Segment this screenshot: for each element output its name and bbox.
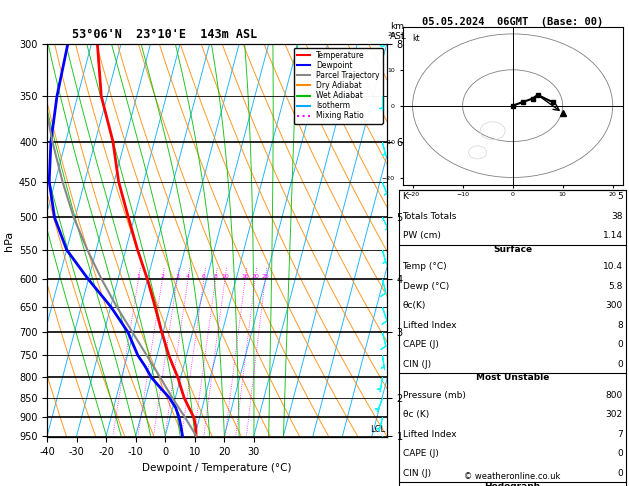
Text: Lifted Index: Lifted Index [403, 321, 456, 330]
Text: 302: 302 [606, 410, 623, 419]
Text: 7: 7 [617, 430, 623, 439]
Text: 4: 4 [186, 275, 190, 279]
Text: Most Unstable: Most Unstable [476, 373, 549, 382]
Text: 1: 1 [136, 275, 140, 279]
Text: © weatheronline.co.uk: © weatheronline.co.uk [464, 472, 561, 481]
Text: 0: 0 [617, 340, 623, 349]
Text: 0: 0 [617, 360, 623, 369]
Text: 8: 8 [214, 275, 218, 279]
Text: LCL: LCL [370, 425, 386, 434]
Text: K: K [403, 192, 408, 202]
Legend: Temperature, Dewpoint, Parcel Trajectory, Dry Adiabat, Wet Adiabat, Isotherm, Mi: Temperature, Dewpoint, Parcel Trajectory… [294, 48, 383, 123]
Text: θᴄ (K): θᴄ (K) [403, 410, 429, 419]
Text: 5: 5 [617, 192, 623, 202]
Text: Dewp (°C): Dewp (°C) [403, 282, 449, 291]
Text: 05.05.2024  06GMT  (Base: 00): 05.05.2024 06GMT (Base: 00) [422, 17, 603, 27]
Text: kt: kt [413, 34, 420, 43]
Text: CAPE (J): CAPE (J) [403, 340, 438, 349]
Text: 0: 0 [617, 449, 623, 458]
Text: θᴄ(K): θᴄ(K) [403, 301, 426, 311]
Text: 20: 20 [251, 275, 259, 279]
Text: CAPE (J): CAPE (J) [403, 449, 438, 458]
Text: Pressure (mb): Pressure (mb) [403, 391, 465, 400]
Text: CIN (J): CIN (J) [403, 360, 431, 369]
Text: 2: 2 [160, 275, 164, 279]
Text: Lifted Index: Lifted Index [403, 430, 456, 439]
X-axis label: Dewpoint / Temperature (°C): Dewpoint / Temperature (°C) [142, 463, 292, 473]
Text: 800: 800 [606, 391, 623, 400]
Text: km
ASL: km ASL [390, 22, 407, 41]
Text: 25: 25 [261, 275, 269, 279]
Text: PW (cm): PW (cm) [403, 231, 440, 241]
Text: 38: 38 [611, 212, 623, 221]
Text: 0: 0 [617, 469, 623, 478]
Text: 300: 300 [606, 301, 623, 311]
Text: 53°06'N  23°10'E  143m ASL: 53°06'N 23°10'E 143m ASL [72, 28, 258, 41]
Text: 3: 3 [175, 275, 179, 279]
Text: 6: 6 [202, 275, 206, 279]
Text: hPa: hPa [4, 230, 14, 251]
Text: Temp (°C): Temp (°C) [403, 262, 447, 272]
Text: 10: 10 [221, 275, 229, 279]
Text: 8: 8 [617, 321, 623, 330]
Text: CIN (J): CIN (J) [403, 469, 431, 478]
Text: 1.14: 1.14 [603, 231, 623, 241]
Text: Hodograph: Hodograph [484, 482, 541, 486]
Text: Totals Totals: Totals Totals [403, 212, 457, 221]
Text: 16: 16 [242, 275, 249, 279]
Text: Surface: Surface [493, 245, 532, 254]
Text: 5.8: 5.8 [608, 282, 623, 291]
Text: 10.4: 10.4 [603, 262, 623, 272]
